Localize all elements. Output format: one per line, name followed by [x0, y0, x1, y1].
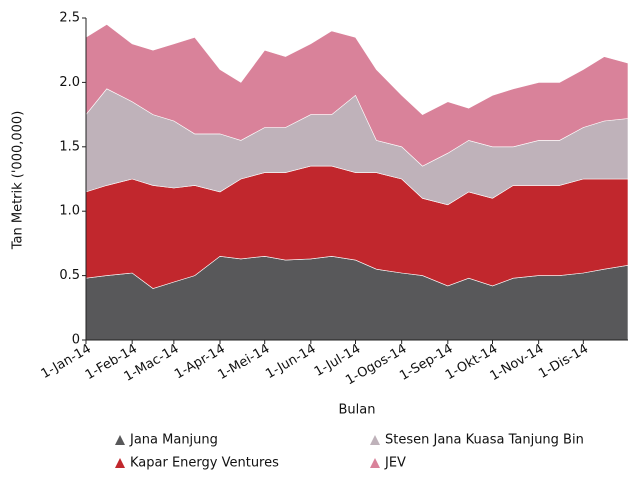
- legend-marker: [115, 435, 125, 445]
- legend-label: Jana Manjung: [129, 433, 218, 448]
- x-tick-label: 1-Nov-14: [488, 342, 547, 385]
- x-tick-label: 1-Mei-14: [216, 342, 273, 384]
- y-tick-label: 2.5: [59, 11, 80, 26]
- legend-marker: [370, 458, 380, 468]
- legend-label: Kapar Energy Ventures: [130, 456, 279, 471]
- area: [85, 24, 629, 167]
- y-tick-label: 2.0: [59, 75, 80, 90]
- x-axis-label: Bulan: [339, 403, 376, 418]
- y-tick-label: 0: [72, 333, 80, 348]
- y-axis-label: Tan Metrik ('000,000): [11, 111, 26, 251]
- x-tick-label: 1-Jun-14: [263, 342, 318, 383]
- legend-label: Stesen Jana Kuasa Tanjung Bin: [385, 433, 584, 448]
- legend-label: JEV: [384, 456, 406, 471]
- legend-marker: [115, 458, 125, 468]
- y-tick-label: 1.5: [59, 139, 80, 154]
- x-tick-label: 1-Dis-14: [536, 342, 591, 382]
- legend-marker: [370, 435, 380, 445]
- y-tick-label: 0.5: [59, 268, 80, 283]
- y-tick-label: 1.0: [59, 204, 80, 219]
